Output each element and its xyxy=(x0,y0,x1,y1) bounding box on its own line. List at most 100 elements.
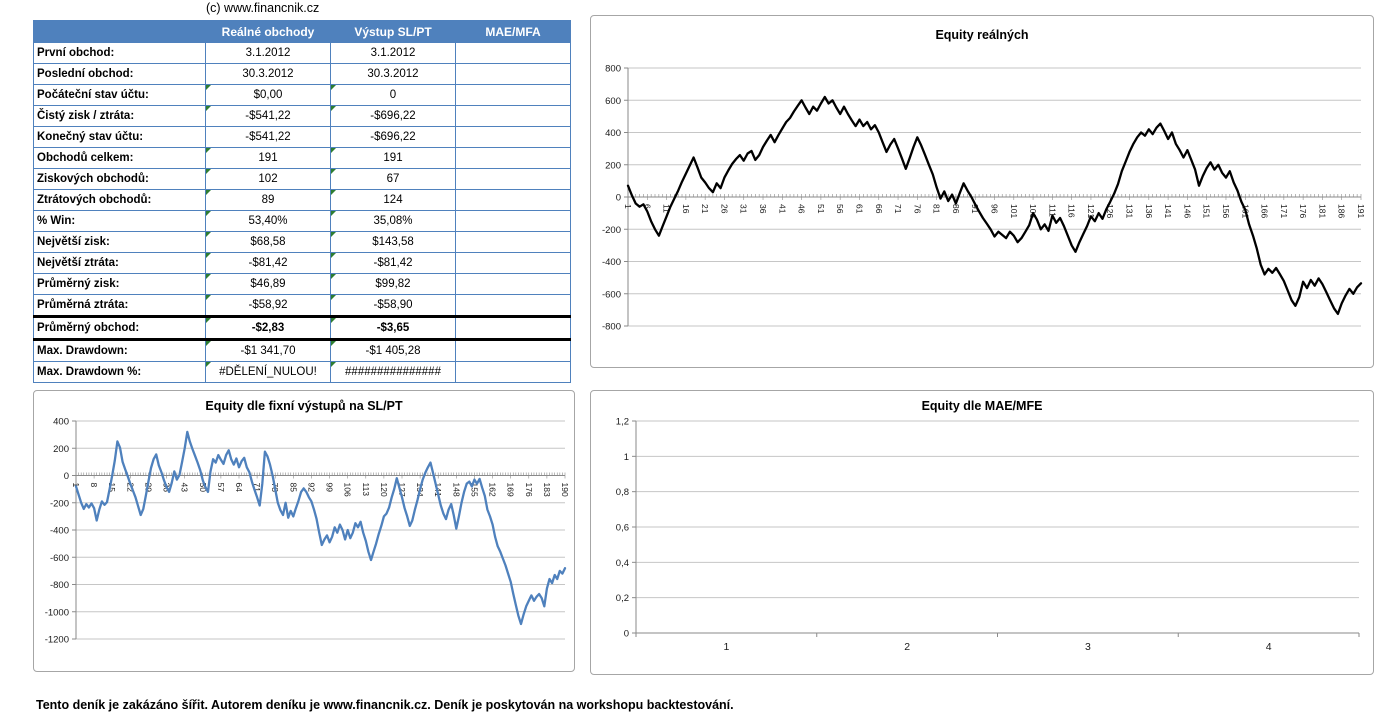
value-cell-mae[interactable] xyxy=(455,126,571,148)
row-label-cell[interactable]: Obchodů celkem: xyxy=(33,147,206,169)
value-cell-mae[interactable] xyxy=(455,168,571,190)
table-row: Počáteční stav účtu: $0,00 0 xyxy=(33,84,571,106)
svg-text:176: 176 xyxy=(524,483,534,497)
value-cell-real[interactable]: $46,89 xyxy=(205,273,331,295)
row-label-cell[interactable]: Čistý zisk / ztráta: xyxy=(33,105,206,127)
table-header-cell[interactable]: Reálné obchody xyxy=(205,20,331,43)
svg-text:43: 43 xyxy=(180,483,190,493)
value-cell-slpt[interactable]: 30.3.2012 xyxy=(330,63,456,85)
value-cell-mae[interactable] xyxy=(455,315,571,341)
value-cell-slpt[interactable]: 67 xyxy=(330,168,456,190)
value-cell-slpt[interactable]: 124 xyxy=(330,189,456,211)
value-cell-mae[interactable] xyxy=(455,231,571,253)
value-cell-mae[interactable] xyxy=(455,189,571,211)
svg-text:600: 600 xyxy=(605,96,621,107)
row-label-cell[interactable]: Ztrátových obchodů: xyxy=(33,189,206,211)
svg-text:126: 126 xyxy=(1105,204,1115,218)
value-cell-real[interactable]: 30.3.2012 xyxy=(205,63,331,85)
value-cell-slpt[interactable]: -$58,90 xyxy=(330,294,456,317)
value-cell-slpt[interactable]: -$696,22 xyxy=(330,105,456,127)
svg-text:71: 71 xyxy=(893,204,903,214)
svg-text:1,2: 1,2 xyxy=(616,417,629,428)
value-cell-slpt[interactable]: -$3,65 xyxy=(330,315,456,341)
value-cell-real[interactable]: 102 xyxy=(205,168,331,190)
value-cell-mae[interactable] xyxy=(455,210,571,232)
row-label-cell[interactable]: Průměrný obchod: xyxy=(33,315,206,341)
row-label-cell[interactable]: Průměrný zisk: xyxy=(33,273,206,295)
row-label-cell[interactable]: Největší zisk: xyxy=(33,231,206,253)
row-label-cell[interactable]: Počáteční stav účtu: xyxy=(33,84,206,106)
svg-text:151: 151 xyxy=(1202,204,1212,218)
svg-text:85: 85 xyxy=(288,483,298,493)
row-label-cell[interactable]: Max. Drawdown: xyxy=(33,339,206,362)
value-cell-real[interactable]: $0,00 xyxy=(205,84,331,106)
value-cell-slpt[interactable]: 0 xyxy=(330,84,456,106)
svg-text:26: 26 xyxy=(719,204,729,214)
svg-text:-1200: -1200 xyxy=(45,635,69,646)
value-cell-real[interactable]: 191 xyxy=(205,147,331,169)
stats-table-header: Reálné obchody Výstup SL/PT MAE/MFA xyxy=(33,20,571,43)
value-cell-slpt[interactable]: 35,08% xyxy=(330,210,456,232)
row-label-cell[interactable]: Průměrná ztráta: xyxy=(33,294,206,317)
svg-text:400: 400 xyxy=(605,128,621,139)
table-row: Největší ztráta: -$81,42 -$81,42 xyxy=(33,252,571,274)
svg-text:11: 11 xyxy=(662,204,672,213)
value-cell-slpt[interactable]: -$696,22 xyxy=(330,126,456,148)
chart-equity-slpt[interactable]: 400 200 0 -200 -400 -600 -800 -1000 -1200 1 8 15 22 2… xyxy=(33,390,575,672)
svg-text:156: 156 xyxy=(1221,204,1231,218)
value-cell-real[interactable]: 53,40% xyxy=(205,210,331,232)
table-row: Čistý zisk / ztráta: -$541,22 -$696,22 xyxy=(33,105,571,127)
value-cell-mae[interactable] xyxy=(455,105,571,127)
error-flag-icon xyxy=(331,85,336,90)
value-cell-slpt[interactable]: 191 xyxy=(330,147,456,169)
row-label-cell[interactable]: Max. Drawdown %: xyxy=(33,361,206,383)
row-label-cell[interactable]: Ziskových obchodů: xyxy=(33,168,206,190)
value-cell-real[interactable]: -$541,22 xyxy=(205,105,331,127)
svg-text:-400: -400 xyxy=(50,526,69,537)
value-cell-slpt[interactable]: ############### xyxy=(330,361,456,383)
value-cell-mae[interactable] xyxy=(455,252,571,274)
value-cell-mae[interactable] xyxy=(455,361,571,383)
chart-equity-real[interactable]: 800 600 400 200 0 -200 -400 -600 -800 1 6 11 16 21 26 3… xyxy=(590,15,1374,368)
svg-text:-600: -600 xyxy=(50,553,69,564)
value-cell-real[interactable]: -$81,42 xyxy=(205,252,331,274)
value-cell-real[interactable]: -$2,83 xyxy=(205,315,331,341)
value-cell-mae[interactable] xyxy=(455,294,571,317)
equity-maemfe-chart-svg: 1,2 1 0,8 0,6 0,4 0,2 0 1 2 3 4 xyxy=(616,417,1360,653)
svg-text:0: 0 xyxy=(64,471,69,482)
value-cell-mae[interactable] xyxy=(455,42,571,64)
table-header-cell[interactable] xyxy=(33,20,206,43)
svg-text:4: 4 xyxy=(1266,641,1272,653)
value-cell-real[interactable]: $68,58 xyxy=(205,231,331,253)
table-header-cell[interactable]: Výstup SL/PT xyxy=(330,20,456,43)
value-cell-slpt[interactable]: -$1 405,28 xyxy=(330,339,456,362)
value-cell-mae[interactable] xyxy=(455,63,571,85)
svg-text:92: 92 xyxy=(306,483,316,493)
error-flag-icon xyxy=(206,148,211,153)
value-cell-slpt[interactable]: $143,58 xyxy=(330,231,456,253)
value-cell-real[interactable]: 3.1.2012 xyxy=(205,42,331,64)
value-cell-mae[interactable] xyxy=(455,147,571,169)
table-header-cell[interactable]: MAE/MFA xyxy=(455,20,571,43)
value-cell-mae[interactable] xyxy=(455,339,571,362)
error-flag-icon xyxy=(206,295,211,300)
value-cell-slpt[interactable]: 3.1.2012 xyxy=(330,42,456,64)
value-cell-real[interactable]: 89 xyxy=(205,189,331,211)
value-cell-slpt[interactable]: -$81,42 xyxy=(330,252,456,274)
row-label-cell[interactable]: První obchod: xyxy=(33,42,206,64)
row-label-cell[interactable]: Konečný stav účtu: xyxy=(33,126,206,148)
value-cell-mae[interactable] xyxy=(455,273,571,295)
value-cell-mae[interactable] xyxy=(455,84,571,106)
error-flag-icon xyxy=(331,253,336,258)
value-cell-slpt[interactable]: $99,82 xyxy=(330,273,456,295)
chart-equity-maemfe[interactable]: 1,2 1 0,8 0,6 0,4 0,2 0 1 2 3 4 Equity dle MAE/MFE xyxy=(590,390,1374,675)
row-label-cell[interactable]: Největší ztráta: xyxy=(33,252,206,274)
row-label-cell[interactable]: Poslední obchod: xyxy=(33,63,206,85)
value-cell-real[interactable]: -$541,22 xyxy=(205,126,331,148)
value-cell-real[interactable]: -$58,92 xyxy=(205,294,331,317)
error-flag-icon xyxy=(206,362,211,367)
value-cell-real[interactable]: #DĚLENÍ_NULOU! xyxy=(205,361,331,383)
row-label-cell[interactable]: % Win: xyxy=(33,210,206,232)
value-cell-real[interactable]: -$1 341,70 xyxy=(205,339,331,362)
svg-text:141: 141 xyxy=(1163,204,1173,218)
